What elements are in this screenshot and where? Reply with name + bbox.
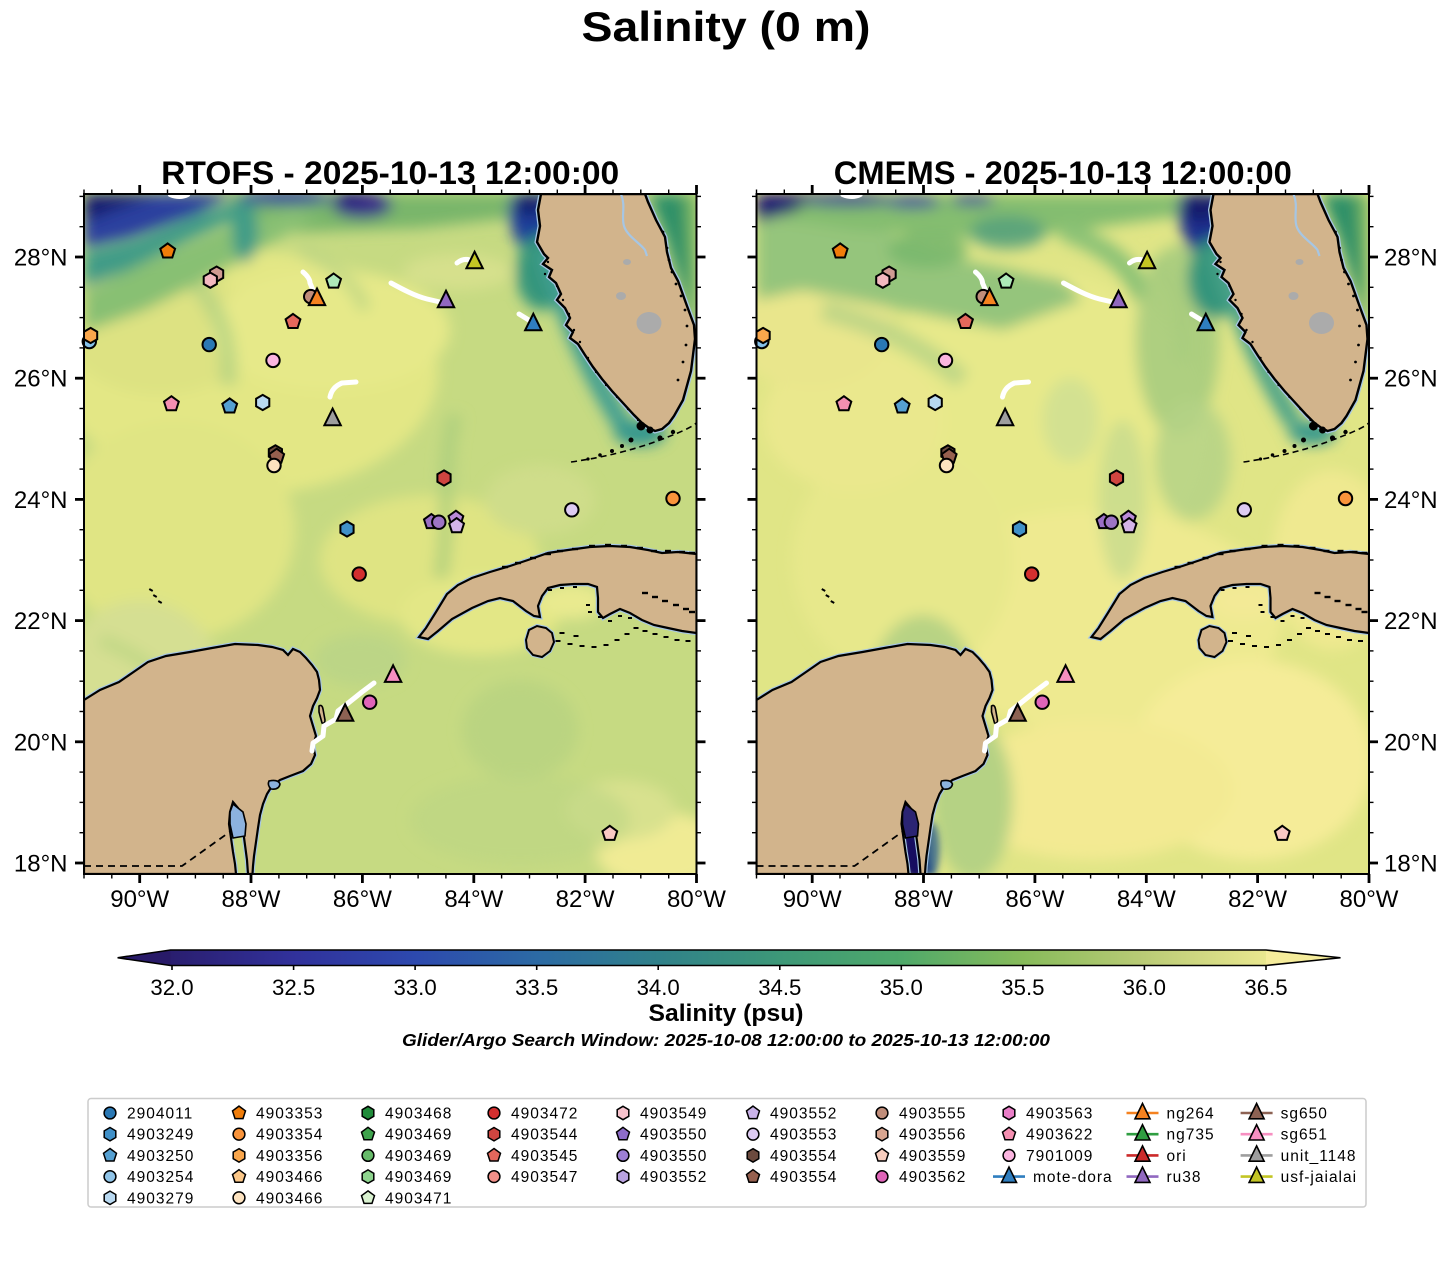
svg-text:4903555: 4903555 [899,1106,966,1123]
svg-text:4903554: 4903554 [770,1148,837,1165]
svg-text:84°W: 84°W [1117,886,1176,913]
svg-text:34.0: 34.0 [637,975,680,1000]
svg-text:4903279: 4903279 [127,1190,194,1207]
svg-text:4903550: 4903550 [640,1148,707,1165]
svg-text:usf-jaialai: usf-jaialai [1281,1169,1357,1186]
svg-text:ru38: ru38 [1167,1169,1202,1186]
svg-text:20°N: 20°N [14,729,68,756]
svg-text:24°N: 24°N [14,487,68,514]
svg-text:4903544: 4903544 [511,1127,578,1144]
svg-text:Glider/Argo Search Window: 202: Glider/Argo Search Window: 2025-10-08 12… [402,1030,1050,1050]
svg-text:4903469: 4903469 [385,1148,452,1165]
svg-text:4903469: 4903469 [385,1127,452,1144]
svg-text:4903549: 4903549 [640,1106,707,1123]
svg-text:35.0: 35.0 [880,975,923,1000]
svg-text:4903552: 4903552 [770,1106,837,1123]
svg-text:sg650: sg650 [1281,1106,1328,1123]
svg-text:20°N: 20°N [1384,729,1438,756]
svg-text:88°W: 88°W [894,886,953,913]
svg-text:sg651: sg651 [1281,1127,1328,1144]
svg-text:ng264: ng264 [1167,1106,1215,1123]
svg-text:4903466: 4903466 [256,1190,323,1207]
svg-text:4903562: 4903562 [899,1169,966,1186]
svg-text:88°W: 88°W [222,886,281,913]
svg-text:4903466: 4903466 [256,1169,323,1186]
svg-text:26°N: 26°N [1384,366,1438,393]
svg-text:28°N: 28°N [1384,245,1438,272]
svg-text:36.5: 36.5 [1244,975,1287,1000]
svg-text:4903353: 4903353 [256,1106,323,1123]
svg-text:80°W: 80°W [1340,886,1399,913]
svg-text:ng735: ng735 [1167,1127,1215,1144]
svg-text:2904011: 2904011 [127,1106,193,1123]
svg-text:4903472: 4903472 [511,1106,578,1123]
svg-text:4903559: 4903559 [899,1148,966,1165]
svg-text:33.0: 33.0 [394,975,437,1000]
svg-text:7901009: 7901009 [1026,1148,1093,1165]
svg-text:Salinity (psu): Salinity (psu) [649,1000,804,1027]
svg-text:82°W: 82°W [556,886,615,913]
svg-text:86°W: 86°W [1005,886,1064,913]
svg-text:32.0: 32.0 [150,975,193,1000]
svg-text:4903468: 4903468 [385,1106,452,1123]
svg-text:34.5: 34.5 [758,975,801,1000]
svg-text:26°N: 26°N [14,366,68,393]
svg-text:84°W: 84°W [444,886,503,913]
svg-text:4903553: 4903553 [770,1127,837,1144]
svg-text:90°W: 90°W [783,886,842,913]
svg-text:4903356: 4903356 [256,1148,323,1165]
svg-text:4903545: 4903545 [511,1148,578,1165]
svg-text:4903469: 4903469 [385,1169,452,1186]
svg-text:4903622: 4903622 [1026,1127,1093,1144]
svg-text:28°N: 28°N [14,245,68,272]
svg-text:mote-dora: mote-dora [1033,1169,1113,1186]
svg-text:4903552: 4903552 [640,1169,707,1186]
svg-text:35.5: 35.5 [1001,975,1044,1000]
svg-text:80°W: 80°W [667,886,726,913]
svg-text:36.0: 36.0 [1123,975,1166,1000]
svg-text:86°W: 86°W [333,886,392,913]
svg-text:4903563: 4903563 [1026,1106,1093,1123]
svg-text:Salinity (0 m): Salinity (0 m) [582,3,871,50]
svg-text:33.5: 33.5 [515,975,558,1000]
svg-text:22°N: 22°N [14,608,68,635]
svg-text:22°N: 22°N [1384,608,1438,635]
svg-text:RTOFS - 2025-10-13 12:00:00: RTOFS - 2025-10-13 12:00:00 [161,155,619,191]
svg-text:18°N: 18°N [14,851,68,878]
svg-text:unit_1148: unit_1148 [1281,1148,1357,1165]
svg-text:90°W: 90°W [110,886,169,913]
svg-text:4903254: 4903254 [127,1169,194,1186]
svg-text:4903249: 4903249 [127,1127,194,1144]
svg-text:24°N: 24°N [1384,487,1438,514]
svg-text:4903554: 4903554 [770,1169,837,1186]
svg-text:4903471: 4903471 [385,1190,452,1207]
svg-text:4903354: 4903354 [256,1127,323,1144]
svg-text:32.5: 32.5 [272,975,315,1000]
svg-text:ori: ori [1167,1148,1187,1165]
svg-text:CMEMS - 2025-10-13 12:00:00: CMEMS - 2025-10-13 12:00:00 [834,155,1292,191]
svg-text:4903547: 4903547 [511,1169,578,1186]
svg-text:4903556: 4903556 [899,1127,966,1144]
svg-text:82°W: 82°W [1228,886,1287,913]
svg-text:4903250: 4903250 [127,1148,194,1165]
svg-text:18°N: 18°N [1384,851,1438,878]
svg-text:4903550: 4903550 [640,1127,707,1144]
